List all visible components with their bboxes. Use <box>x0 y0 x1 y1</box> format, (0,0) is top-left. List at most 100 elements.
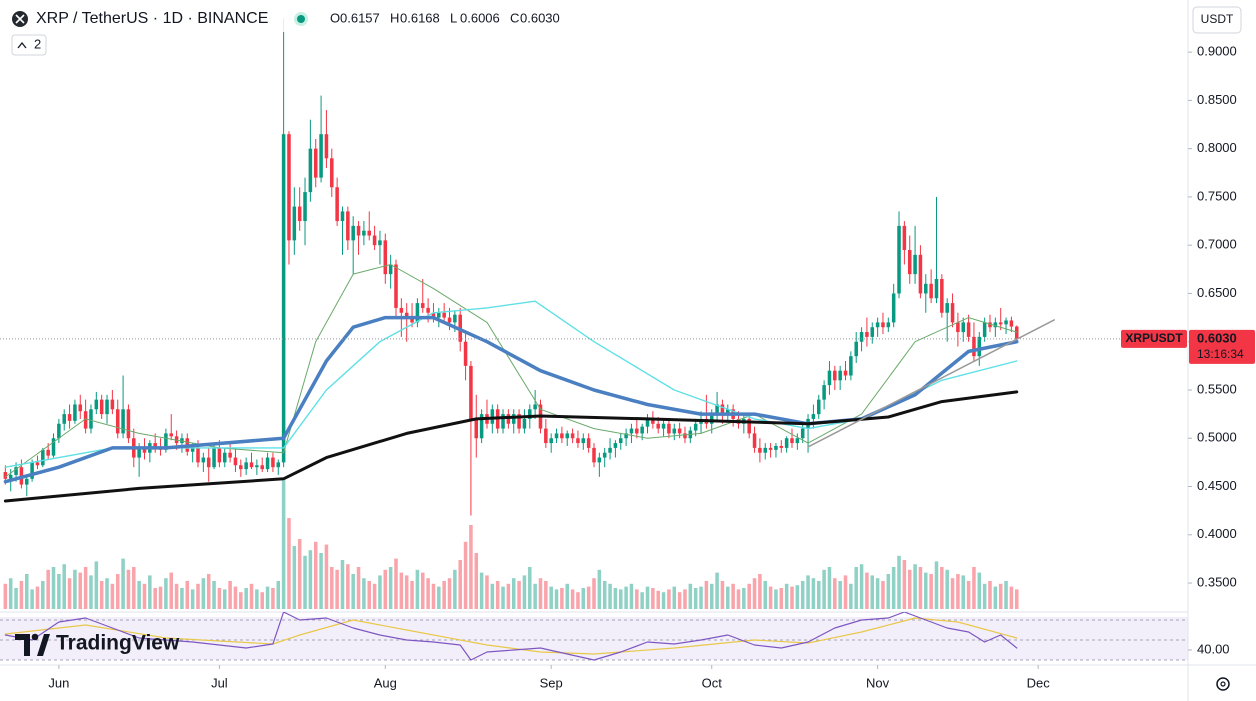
candle-body <box>891 293 896 323</box>
volume-bar <box>185 581 190 609</box>
volume-bar <box>41 581 45 609</box>
volume-bar <box>993 586 998 609</box>
rsi-ma-line <box>4 617 1018 655</box>
candle-body <box>693 423 698 431</box>
volume-bar <box>57 574 61 609</box>
candle-body <box>110 399 115 410</box>
volume-bar <box>378 575 382 609</box>
candle-body <box>998 322 1003 325</box>
volume-bar <box>501 586 505 609</box>
candle-body <box>859 332 864 342</box>
volume-bar <box>672 586 677 609</box>
candle-body <box>169 433 174 437</box>
volume-bar <box>297 539 302 609</box>
candle-body <box>790 438 794 444</box>
candle-body <box>14 467 18 475</box>
volume-bar <box>731 583 735 609</box>
candle-body <box>929 283 933 299</box>
volume-bar <box>811 578 816 609</box>
volume-bar <box>174 583 179 609</box>
moving-average <box>3 390 1019 503</box>
candle-body <box>356 225 361 236</box>
candle-body <box>404 312 409 318</box>
candle-body <box>372 235 377 246</box>
volume-bar <box>340 560 345 609</box>
volume-bar <box>495 581 500 609</box>
volume-bar <box>977 572 982 609</box>
candle-body <box>816 399 821 415</box>
chevron <box>17 41 27 49</box>
volume-bar <box>924 572 928 609</box>
volume-bar <box>618 589 623 609</box>
market-status-dot <box>297 15 305 23</box>
candle-body <box>838 370 842 381</box>
volume-bar <box>998 583 1003 609</box>
candle-body <box>281 134 286 463</box>
volume-bar <box>907 569 912 609</box>
volume-bar <box>206 574 211 609</box>
candle-body <box>271 457 275 468</box>
candle-body <box>51 438 56 456</box>
candle-body <box>260 465 264 470</box>
volume-bar <box>752 578 757 609</box>
currency-button[interactable] <box>1192 6 1242 34</box>
candle-body <box>881 322 885 328</box>
candle-body <box>988 322 992 328</box>
volume-bar <box>319 553 323 609</box>
volume-bar <box>313 541 318 609</box>
candle-body <box>897 225 901 294</box>
volume-bar <box>217 588 222 609</box>
volume-bar <box>554 589 559 609</box>
candle-body <box>99 399 104 415</box>
indicator-toggle[interactable] <box>11 34 47 56</box>
candle-body <box>972 336 976 357</box>
candle-body <box>62 414 66 424</box>
volume-bar <box>945 569 949 609</box>
candle-body <box>115 409 120 434</box>
volume-bar <box>736 589 741 609</box>
candle-body <box>378 240 382 246</box>
candle-body <box>629 428 634 434</box>
candle-body <box>875 322 880 328</box>
volume-bar <box>506 583 511 609</box>
candle-body <box>747 418 751 434</box>
x-tick-label: Nov <box>866 675 890 690</box>
candle-body <box>297 206 302 222</box>
y-tick-label: 0.3500 <box>1197 574 1237 589</box>
header-bg <box>4 4 574 32</box>
coin-logo-mark <box>15 14 25 24</box>
volume-bar <box>800 581 805 609</box>
candle-body <box>255 465 259 468</box>
volume-bar <box>709 583 714 609</box>
volume-bar <box>212 581 216 609</box>
candle-body <box>89 409 93 429</box>
candle-body <box>1009 320 1014 327</box>
ohlc-value: 0.6168 <box>400 10 440 25</box>
rsi-line <box>4 612 1018 661</box>
volume-bar <box>142 583 147 609</box>
volume-bar <box>362 578 366 609</box>
candle-body <box>383 240 388 275</box>
symbol-title: XRP / TetherUS · 1D · BINANCE <box>36 10 268 27</box>
candle-body <box>511 414 516 424</box>
candle-body <box>624 433 628 439</box>
candle-body <box>966 322 971 337</box>
ma-layer <box>3 264 1055 503</box>
candle-body <box>57 423 61 439</box>
candle-body <box>907 250 912 275</box>
volume-bar <box>528 567 532 609</box>
ohlc-value: 0.6006 <box>460 10 500 25</box>
volume-bar <box>667 589 671 609</box>
y-tick-label: 0.5500 <box>1197 381 1237 396</box>
volume-bar <box>399 572 404 609</box>
settings-icon[interactable] <box>1216 677 1230 691</box>
candle-body <box>811 414 816 419</box>
volume-bar <box>902 560 907 609</box>
volume-bar <box>303 555 307 609</box>
candle-body <box>902 225 907 251</box>
candle-body <box>73 404 77 421</box>
volume-bar <box>517 581 521 609</box>
candle-body <box>683 433 687 439</box>
symbol-tag-bg <box>1121 329 1187 348</box>
